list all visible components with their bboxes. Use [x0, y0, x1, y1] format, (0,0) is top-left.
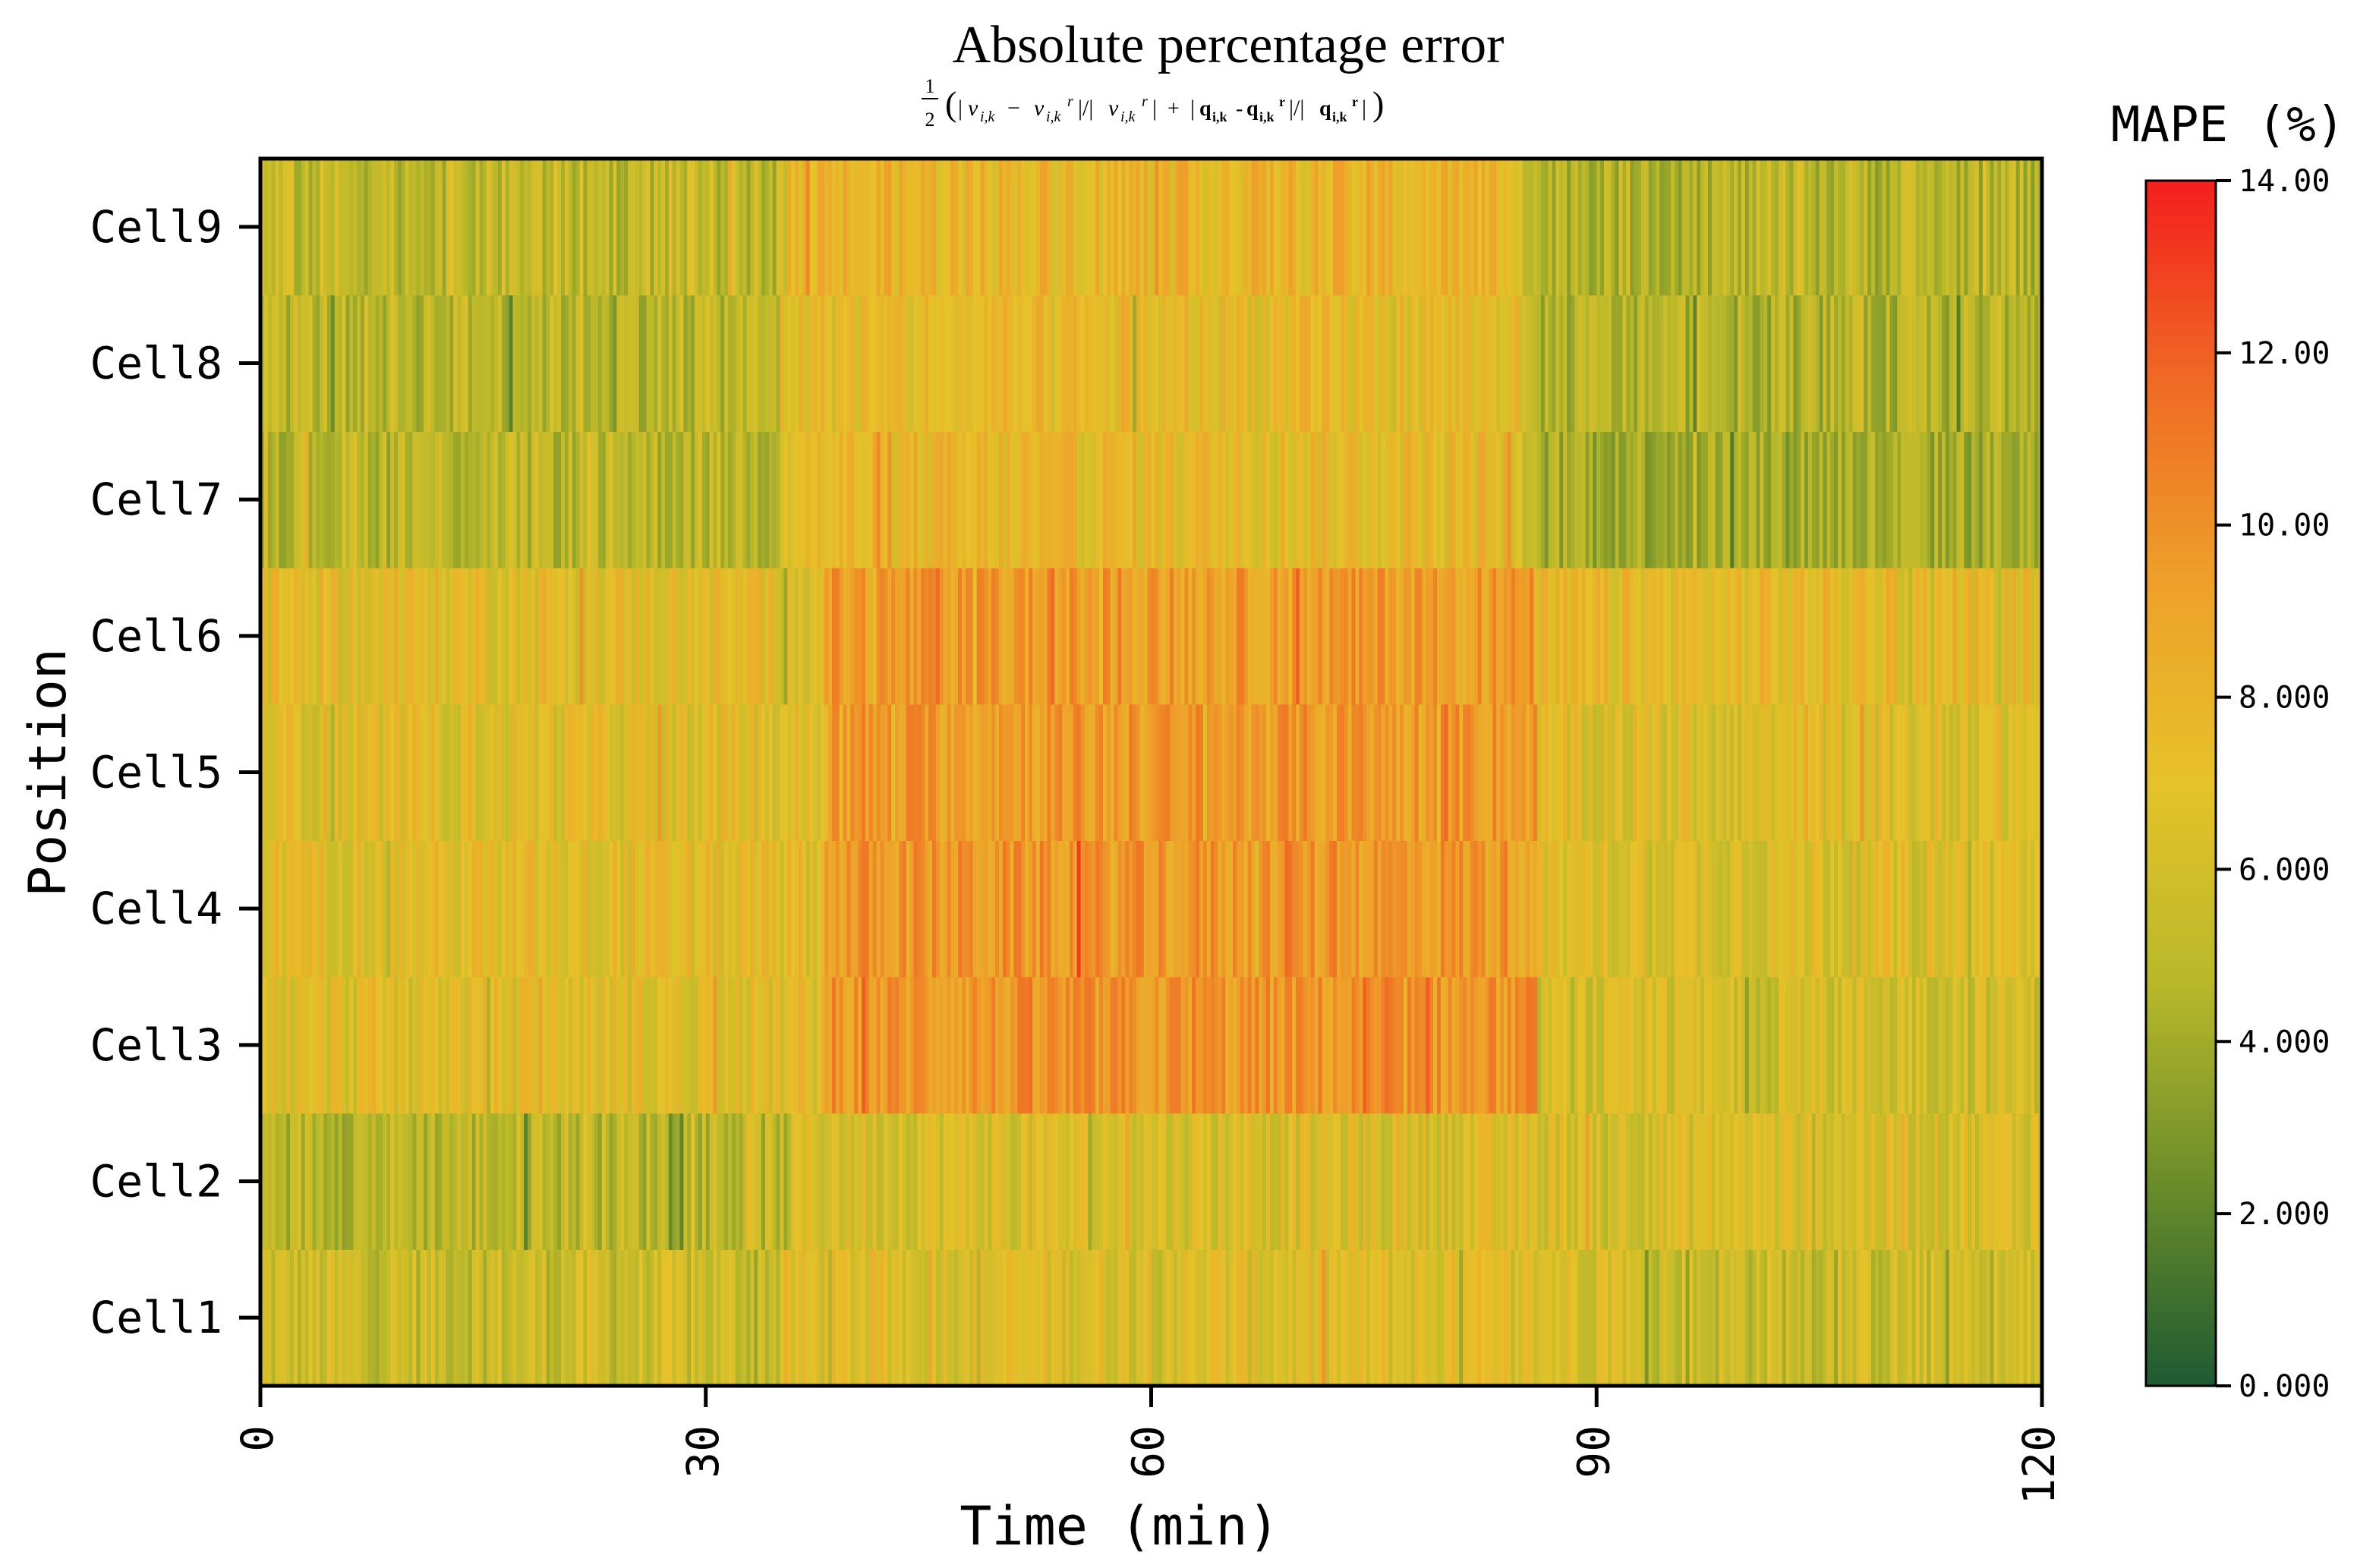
- svg-text:1: 1: [925, 75, 935, 97]
- heatmap-segment: [824, 568, 1538, 705]
- y-tick-label: Cell6: [90, 610, 222, 662]
- colorbar-ticks: 0.000 2.000 4.000 6.000 8.000 10.00 12.00 14.00: [2216, 164, 2330, 1404]
- heatmap-segment: [1522, 431, 2043, 568]
- colorbar-tick-label: 8.000: [2239, 681, 2330, 716]
- heatmap-segment: [260, 159, 781, 296]
- y-tick-label: Cell5: [90, 747, 222, 798]
- svg-text:|: |: [958, 96, 963, 121]
- heatmap-segment: [1537, 840, 2043, 978]
- heatmap-plot-area: [260, 159, 2043, 1387]
- svg-text:v: v: [1108, 96, 1119, 121]
- x-tick-label: 60: [1123, 1425, 1174, 1478]
- heatmap-segment: [795, 1113, 2043, 1250]
- svg-text:+: +: [1167, 97, 1180, 121]
- svg-text:i,k: i,k: [980, 109, 996, 125]
- heatmap-segment: [824, 840, 1538, 978]
- svg-text:): ): [1372, 84, 1384, 123]
- x-axis: 0 30 60 90 120: [232, 1386, 2065, 1505]
- svg-text:q: q: [1246, 97, 1259, 121]
- y-tick-label: Cell2: [90, 1156, 222, 1207]
- colorbar-tick-label: 12.00: [2239, 336, 2330, 371]
- y-axis-label: Position: [18, 648, 78, 897]
- y-tick-label: Cell9: [90, 201, 222, 253]
- heatmap-segment: [260, 1113, 796, 1250]
- svg-text:|: |: [1152, 96, 1157, 121]
- x-tick-label: 30: [677, 1425, 729, 1478]
- y-tick-label: Cell1: [90, 1292, 222, 1343]
- heatmap-segment: [1537, 704, 2043, 841]
- heatmap-segment: [260, 431, 781, 568]
- colorbar-tick-label: 14.00: [2239, 164, 2330, 199]
- colorbar-tick-label: 4.000: [2239, 1025, 2330, 1060]
- heatmap-segment: [780, 159, 1524, 296]
- svg-text:r: r: [1142, 93, 1148, 110]
- svg-text:r: r: [1067, 93, 1073, 110]
- colorbar-tick-label: 6.000: [2239, 852, 2330, 887]
- x-tick-label: 0: [232, 1425, 283, 1452]
- heatmap-segment: [260, 840, 825, 978]
- svg-text:q: q: [1319, 97, 1331, 121]
- heatmap-segment: [260, 704, 825, 841]
- svg-text:-: -: [1236, 97, 1243, 121]
- svg-text:v: v: [1034, 96, 1045, 121]
- svg-text:v: v: [968, 96, 978, 121]
- chart-subtitle: 1 2 ( | v i,k − v i,k r |/| v i,k r | + …: [922, 75, 1384, 131]
- colorbar-tick-label: 0.000: [2239, 1369, 2330, 1404]
- svg-text:r: r: [1279, 94, 1285, 109]
- heatmap-segment: [780, 1249, 1627, 1387]
- colorbar: [2144, 179, 2217, 1387]
- x-axis-label: Time (min): [960, 1495, 1279, 1557]
- svg-text:q: q: [1199, 97, 1212, 121]
- x-tick-label: 90: [1568, 1425, 1619, 1478]
- y-tick-label: Cell7: [90, 474, 222, 525]
- y-tick-label: Cell3: [90, 1019, 222, 1071]
- svg-text:2: 2: [925, 109, 935, 131]
- heatmap-segment: [824, 977, 1538, 1114]
- svg-text:(: (: [945, 84, 956, 123]
- colorbar-tick-label: 2.000: [2239, 1197, 2330, 1232]
- heatmap-segment: [260, 294, 781, 432]
- svg-text:r: r: [1352, 94, 1358, 109]
- y-tick-label: Cell4: [90, 883, 222, 934]
- heatmap-segment: [260, 568, 825, 705]
- chart-title: Absolute percentage error: [953, 16, 1505, 74]
- heatmap-segment: [260, 977, 825, 1114]
- heatmap-segment: [260, 1249, 781, 1387]
- svg-text:|: |: [1190, 96, 1195, 121]
- svg-text:i,k: i,k: [1212, 109, 1227, 124]
- x-tick-label: 120: [2013, 1425, 2065, 1505]
- svg-text:i,k: i,k: [1259, 109, 1275, 124]
- svg-text:i,k: i,k: [1120, 109, 1136, 125]
- heatmap-segment: [824, 704, 1538, 841]
- svg-text:|: |: [1362, 96, 1366, 121]
- svg-text:|/|: |/|: [1078, 96, 1093, 121]
- y-axis: Cell1 Cell2 Cell3 Cell4 Cell5 Cell6 Cell7 Cell8…: [90, 201, 260, 1343]
- svg-text:−: −: [1007, 96, 1020, 121]
- svg-text:i,k: i,k: [1046, 109, 1062, 125]
- heatmap-segment: [1522, 159, 2043, 296]
- heatmap-segment: [1522, 294, 2043, 432]
- heatmap-segment: [1537, 568, 2043, 705]
- colorbar-label: MAPE (%): [2111, 97, 2345, 153]
- heatmap-segment: [1626, 1249, 2043, 1387]
- svg-text:|/|: |/|: [1289, 96, 1304, 121]
- heatmap-segment: [780, 431, 1524, 568]
- y-tick-label: Cell8: [90, 338, 222, 389]
- heatmap-segment: [780, 294, 1524, 432]
- svg-text:i,k: i,k: [1332, 109, 1347, 124]
- heatmap-segment: [1537, 977, 2043, 1114]
- colorbar-tick-label: 10.00: [2239, 508, 2330, 543]
